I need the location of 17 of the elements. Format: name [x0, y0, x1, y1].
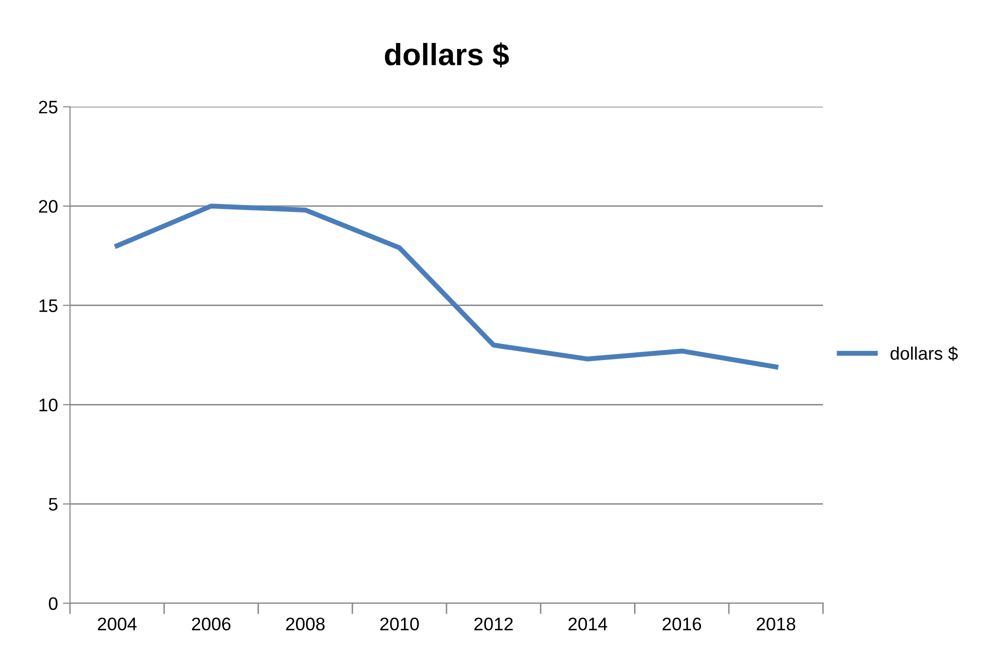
line-series — [114, 204, 778, 370]
x-tick-label: 2018 — [756, 618, 796, 630]
x-tick-label: 2006 — [192, 618, 230, 630]
x-tick-label: 2014 — [568, 618, 608, 630]
x-tick-label: 2010 — [380, 618, 419, 630]
chart-title: dollars $ — [384, 42, 509, 68]
x-tick-label: 2016 — [662, 618, 702, 630]
y-tick-label: 20 — [39, 200, 58, 213]
y-tick-label: 25 — [39, 100, 58, 114]
x-tick-label: 2012 — [474, 618, 513, 630]
x-tick-label: 2008 — [286, 618, 325, 630]
y-tick-label: 15 — [39, 299, 58, 312]
y-tick-label: 0 — [48, 597, 58, 610]
x-tick-label: 2004 — [98, 618, 137, 630]
y-tick-label: 10 — [39, 398, 58, 412]
y-tick-label: 5 — [48, 498, 58, 511]
legend-label: dollars $ — [890, 346, 958, 361]
